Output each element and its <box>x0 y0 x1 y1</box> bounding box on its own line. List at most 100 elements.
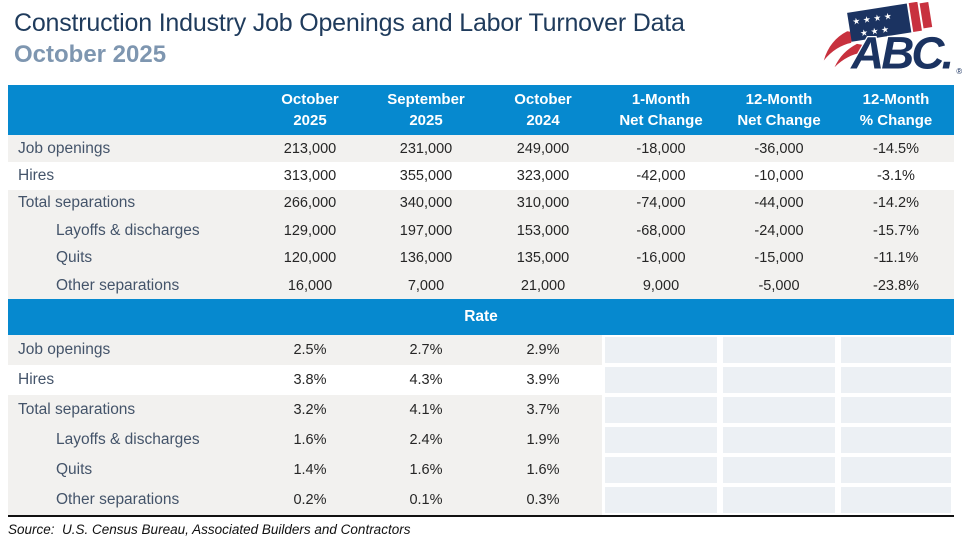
table-cell: -18,000 <box>636 140 686 157</box>
table-cell: 1.4% <box>252 455 368 486</box>
table-cell: 340,000 <box>399 195 453 212</box>
table-cell: -36,000 <box>754 140 804 157</box>
empty-cell <box>723 457 835 484</box>
footer: Source: U.S. Census Bureau, Associated B… <box>8 515 954 537</box>
table-row: Job openings 2.5% 2.7% 2.9% <box>8 335 954 366</box>
table-cell: 9,000 <box>642 277 680 294</box>
table-cell: 0.1% <box>368 485 484 516</box>
empty-cell <box>841 397 951 424</box>
table-cell: 153,000 <box>516 222 570 239</box>
table-row: Quits 1.4% 1.6% 1.6% <box>8 455 954 486</box>
table-row: Job openings 213,000 231,000 249,000 -18,000… <box>8 135 954 163</box>
empty-cell-slot <box>720 425 838 455</box>
empty-cell <box>841 457 951 484</box>
empty-cell <box>723 337 835 364</box>
empty-cell <box>723 367 835 394</box>
row-label: Other separations <box>8 485 252 516</box>
row-label: Quits <box>56 249 93 267</box>
table-cell: 355,000 <box>399 168 453 185</box>
empty-cell <box>723 487 835 514</box>
empty-cell-slot <box>720 365 838 395</box>
table-cell: -10,000 <box>754 168 804 185</box>
table-cell: 323,000 <box>516 168 570 185</box>
table-cell: -42,000 <box>636 168 686 185</box>
table-cell: 2.5% <box>252 335 368 366</box>
table-cell: 3.9% <box>484 365 602 396</box>
table-cell: -16,000 <box>636 250 686 267</box>
empty-cell-slot <box>720 395 838 425</box>
empty-cell <box>841 427 951 454</box>
table-cell: 231,000 <box>399 140 453 157</box>
table-cell: 249,000 <box>516 140 570 157</box>
table-cell: -15.7% <box>873 222 919 239</box>
empty-cell-slot <box>602 395 720 425</box>
empty-cell <box>605 397 717 424</box>
column-header-october-2024: October 2024 <box>514 91 572 129</box>
row-label: Total separations <box>18 194 136 212</box>
table-cell: 197,000 <box>399 222 453 239</box>
table-cell: 4.3% <box>368 365 484 396</box>
table-cell: 1.6% <box>252 425 368 456</box>
table-cell: 2.9% <box>484 335 602 366</box>
empty-cell <box>723 397 835 424</box>
table-cell: -5,000 <box>758 277 800 294</box>
empty-cell <box>605 367 717 394</box>
row-label: Quits <box>8 455 252 486</box>
column-header-october-2025: October 2025 <box>281 91 339 129</box>
table-cell: -14.5% <box>873 140 919 157</box>
table-cell: -23.8% <box>873 277 919 294</box>
rate-section: Job openings 2.5% 2.7% 2.9% Hires 3.8% 4.3% 3.9… <box>8 335 954 516</box>
table-cell: -14.2% <box>873 195 919 212</box>
table-row: Hires 3.8% 4.3% 3.9% <box>8 365 954 396</box>
empty-cell-slot <box>720 455 838 485</box>
empty-cell <box>723 427 835 454</box>
table-cell: 266,000 <box>283 195 337 212</box>
empty-cell-slot <box>602 365 720 395</box>
column-header-september-2025: September 2025 <box>387 91 465 129</box>
empty-cell-slot <box>602 485 720 515</box>
page-title: Construction Industry Job Openings and L… <box>14 9 685 37</box>
table-cell: 1.6% <box>368 455 484 486</box>
empty-cell <box>605 487 717 514</box>
table-cell: 16,000 <box>287 277 333 294</box>
table-cell: -15,000 <box>754 250 804 267</box>
abc-flag-logo-icon: ★ ★ ★ ★ ★ ★ ★ ABC. ® <box>823 1 962 79</box>
table-cell: 1.9% <box>484 425 602 456</box>
row-label: Job openings <box>18 139 111 157</box>
flag-stars-row2: ★ ★ ★ <box>860 25 890 39</box>
row-label: Job openings <box>8 335 252 366</box>
registered-mark: ® <box>956 67 962 76</box>
empty-cell-slot <box>838 395 954 425</box>
empty-cell <box>605 427 717 454</box>
table-row: Layoffs & discharges 129,000 197,000 153,00… <box>8 217 954 245</box>
table-row: Other separations 16,000 7,000 21,000 9,000 -… <box>8 271 954 300</box>
empty-cell-slot <box>602 425 720 455</box>
table-cell: 0.2% <box>252 485 368 516</box>
table-cell: -44,000 <box>754 195 804 212</box>
table-cell: 2.7% <box>368 335 484 366</box>
table-cell: 2.4% <box>368 425 484 456</box>
table-cell: -11.1% <box>873 250 919 267</box>
table-row: Hires 313,000 355,000 323,000 -42,000 -10,000… <box>8 162 954 189</box>
empty-cell-slot <box>838 485 954 515</box>
empty-cell <box>841 487 951 514</box>
table-cell: -74,000 <box>636 195 686 212</box>
table-cell: -3.1% <box>877 168 915 185</box>
table-row: Layoffs & discharges 1.6% 2.4% 1.9% <box>8 425 954 456</box>
table-cell: 7,000 <box>407 277 445 294</box>
table-cell: 3.8% <box>252 365 368 396</box>
table-cell: 21,000 <box>520 277 566 294</box>
table-cell: 3.2% <box>252 395 368 426</box>
table-row: Quits 120,000 136,000 135,000 -16,000 -15,000… <box>8 244 954 272</box>
table-cell: 129,000 <box>283 222 337 239</box>
table-cell: 0.3% <box>484 485 602 516</box>
title-block: Construction Industry Job Openings and L… <box>14 0 685 69</box>
row-label: Hires <box>8 365 252 396</box>
abc-logo-text: ABC. <box>850 27 951 78</box>
empty-cell-slot <box>838 425 954 455</box>
empty-cell <box>841 337 951 364</box>
abc-logo: ★ ★ ★ ★ ★ ★ ★ ABC. ® <box>818 1 968 83</box>
table-cell: -24,000 <box>754 222 804 239</box>
source-note: Source: U.S. Census Bureau, Associated B… <box>8 522 411 538</box>
table-cell: 310,000 <box>516 195 570 212</box>
